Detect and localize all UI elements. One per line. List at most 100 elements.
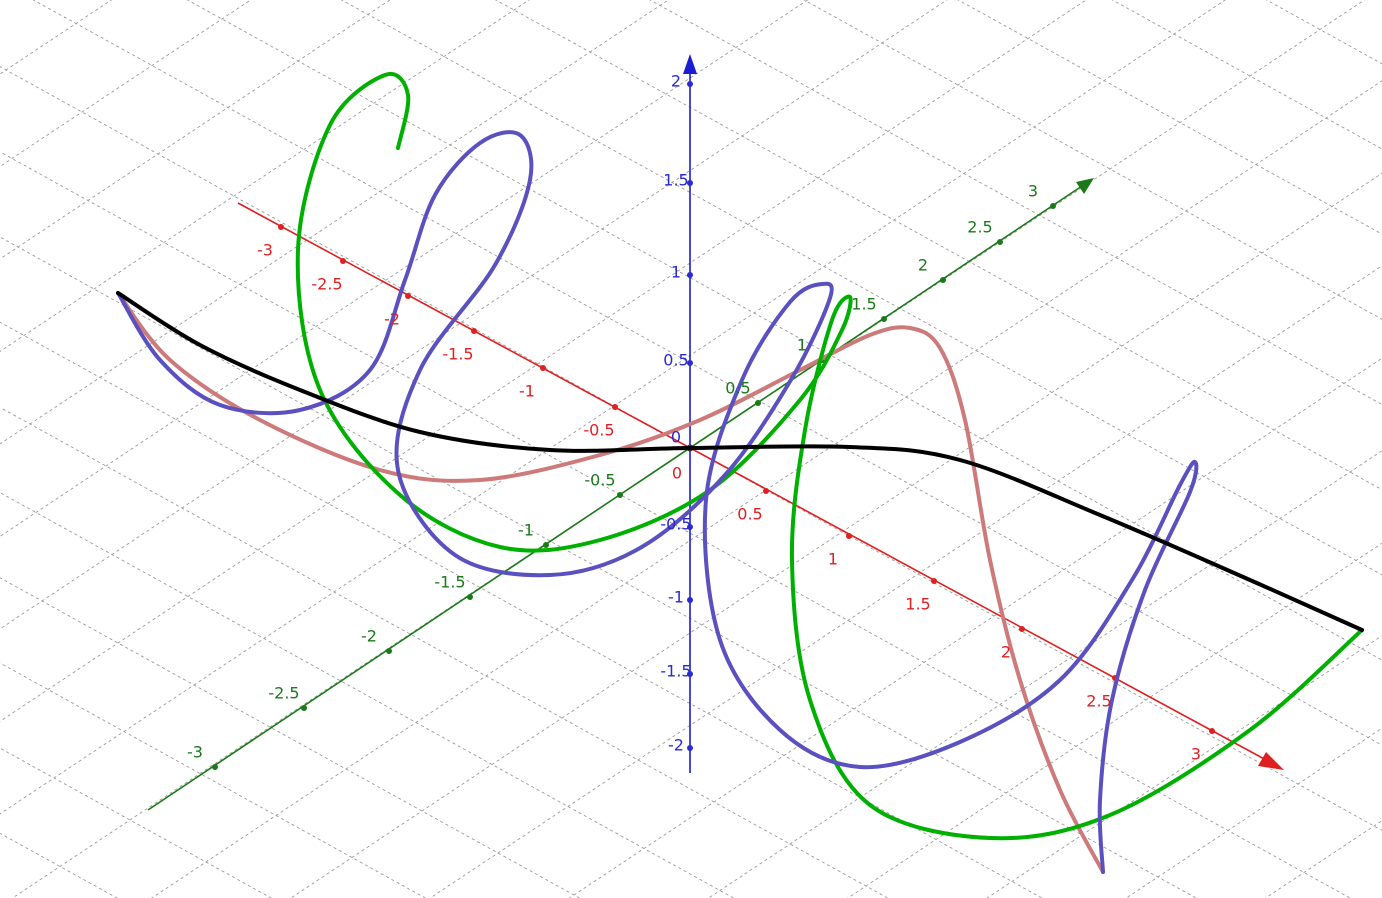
grid-line — [0, 0, 746, 604]
grid-line — [1265, 0, 1382, 65]
z-tick-dot — [687, 524, 693, 530]
grid-line — [314, 0, 1382, 562]
grid-line — [482, 208, 1382, 898]
y-tick-label: 1.5 — [851, 295, 876, 314]
y-tick-label: -1.5 — [434, 573, 465, 592]
origin-label: 0 — [671, 428, 681, 447]
grid-line — [0, 492, 735, 898]
y-tick-label: -1 — [518, 521, 534, 540]
z-tick-label: -1 — [668, 588, 684, 607]
grid-line — [1264, 820, 1382, 898]
x-tick-dot — [340, 258, 346, 264]
x-tick-label: -0.5 — [583, 421, 614, 440]
curve — [116, 130, 1199, 874]
x-tick-dot — [931, 578, 937, 584]
grid-line — [244, 0, 1382, 609]
x-tick-label: 2.5 — [1086, 692, 1111, 711]
grid-line — [1111, 0, 1382, 150]
z-tick-dot — [687, 180, 693, 186]
x-tick-label: -1 — [519, 382, 535, 401]
z-tick-label: 0.5 — [663, 351, 688, 370]
z-tick-dot — [687, 745, 693, 751]
grid-line — [330, 124, 1382, 898]
z-tick-label: 2 — [671, 72, 681, 91]
x-tick-dot — [846, 533, 852, 539]
x-tick-label: 1 — [828, 550, 838, 569]
grid-line — [0, 334, 1066, 898]
z-tick-label: 1.5 — [663, 171, 688, 190]
y-tick-dot — [997, 239, 1003, 245]
y-tick-label: 2.5 — [967, 218, 992, 237]
grid-line — [558, 250, 1382, 898]
x-tick-label: 3 — [1191, 745, 1201, 764]
y-tick-label: 2 — [918, 256, 928, 275]
z-tick-dot — [687, 597, 693, 603]
grid-line — [0, 0, 252, 168]
z-axis-arrow — [683, 54, 697, 74]
y-tick-dot — [543, 542, 549, 548]
y-tick-label: 3 — [1028, 182, 1038, 201]
y-tick-label: -2 — [361, 627, 377, 646]
z-tick-dot — [687, 272, 693, 278]
x-tick-label: -2 — [384, 310, 400, 329]
curve — [116, 291, 1105, 874]
x-axis-arrow — [1258, 752, 1284, 770]
z-tick-label: -2 — [668, 736, 684, 755]
x-tick-label: 0.5 — [737, 505, 762, 524]
grid-line — [0, 381, 996, 898]
labels: -3 -2.5 -2 -1.5 -1 -0.5 0.5 1 1.5 2 2.5 3 -3 -2.5 -2 -1… — [187, 72, 1201, 764]
y-tick-label: -3 — [187, 743, 203, 762]
y-tick-dot — [386, 648, 392, 654]
y-tick-label: 0.5 — [725, 379, 750, 398]
grid-line — [847, 542, 1382, 898]
grid-line — [0, 832, 118, 898]
x-tick-dot — [278, 224, 284, 230]
x-tick-dot — [1209, 728, 1215, 734]
grid-line — [0, 0, 530, 352]
curve — [295, 71, 1364, 841]
z-tick-dot — [687, 360, 693, 366]
y-tick-dot — [940, 277, 946, 283]
grid-line — [0, 0, 974, 730]
y-tick-dot — [617, 492, 623, 498]
curves — [116, 71, 1364, 874]
y-axis-arrow — [1076, 178, 1094, 194]
x-tick-dot — [1019, 626, 1025, 632]
y-tick-dot — [755, 400, 761, 406]
z-tick-label: -1.5 — [660, 662, 691, 681]
z-tick-dot — [687, 671, 693, 677]
x-tick-dot — [612, 404, 618, 410]
x-tick-dot — [540, 365, 546, 371]
grid-line — [0, 427, 926, 898]
y-tick-dot — [1050, 203, 1056, 209]
x-tick-dot — [763, 488, 769, 494]
x-tick-dot — [405, 293, 411, 299]
y-tick-dot — [881, 316, 887, 322]
x-tick-dot — [471, 328, 477, 334]
x-tick-label: -1.5 — [442, 345, 473, 364]
y-tick-label: 1 — [797, 336, 807, 355]
grid-line — [406, 166, 1382, 898]
curve — [116, 291, 1364, 632]
x-tick-label: -3 — [257, 241, 273, 260]
z-tick-label: -0.5 — [660, 515, 691, 534]
y-tick-dot — [467, 594, 473, 600]
grid-line — [986, 635, 1382, 898]
y-tick-label: -2.5 — [268, 684, 299, 703]
origin-label: 0 — [672, 464, 682, 483]
grid-line — [384, 0, 1382, 516]
z-tick-label: 1 — [671, 263, 681, 282]
grid-line — [0, 241, 1206, 898]
grid-line — [1125, 727, 1382, 898]
y-tick-label: -0.5 — [584, 471, 615, 490]
y-tick-dot — [212, 764, 218, 770]
